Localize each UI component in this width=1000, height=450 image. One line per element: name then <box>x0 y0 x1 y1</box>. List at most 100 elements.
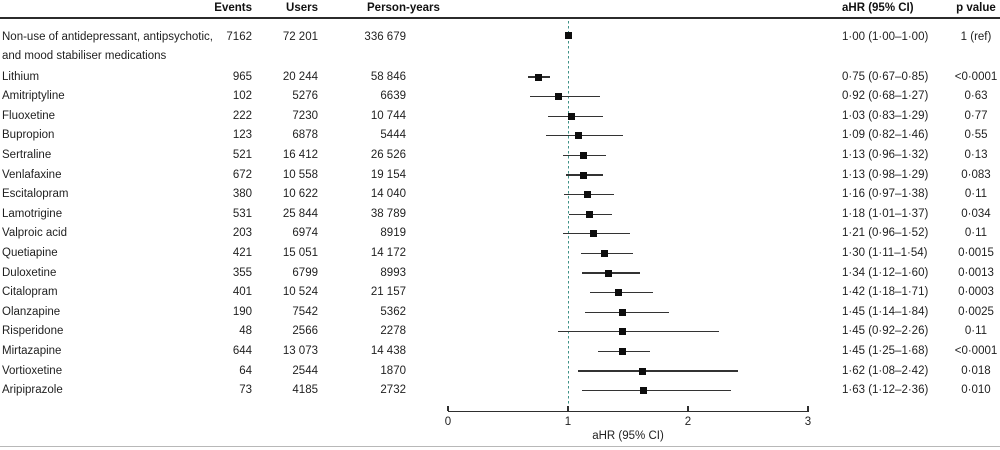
users-value: 72 201 <box>282 30 318 43</box>
person-years-value: 8993 <box>380 266 406 279</box>
p-value: 0·63 <box>964 90 988 103</box>
p-value: 0·11 <box>964 188 988 201</box>
users-value: 7230 <box>292 109 318 122</box>
drug-label: Amitriptyline <box>2 90 65 103</box>
ahr-ci-value: 1·63 (1·12–2·36) <box>842 384 929 397</box>
ahr-ci-value: 1·30 (1·11–1·54) <box>842 246 928 259</box>
users-value: 6974 <box>292 227 318 240</box>
column-header-users: Users <box>286 2 318 14</box>
events-value: 73 <box>239 384 252 397</box>
point-estimate-marker <box>600 249 608 257</box>
ahr-ci-value: 0·75 (0·67–0·85) <box>842 70 929 83</box>
drug-label: Lithium <box>2 70 40 83</box>
ci-line <box>563 233 631 235</box>
person-years-value: 6639 <box>380 90 406 103</box>
drug-label: Lamotrigine <box>2 207 63 220</box>
ahr-ci-value: 1·45 (1·25–1·68) <box>842 344 929 357</box>
point-estimate-marker <box>605 269 613 277</box>
point-estimate-marker <box>575 132 583 140</box>
drug-label: Valproic acid <box>2 227 67 240</box>
ci-line <box>558 331 720 333</box>
point-estimate-marker <box>618 328 626 336</box>
p-value: 0·11 <box>964 325 988 338</box>
x-axis-tick <box>567 405 569 411</box>
point-estimate-marker <box>638 367 646 375</box>
drug-label: Fluoxetine <box>2 109 56 122</box>
person-years-value: 58 846 <box>370 70 406 83</box>
ci-line <box>546 135 624 137</box>
x-axis-title: aHR (95% CI) <box>592 430 664 442</box>
point-estimate-marker <box>618 347 626 355</box>
ahr-ci-value: 1·00 (1·00–1·00) <box>842 30 929 43</box>
events-value: 102 <box>232 90 252 103</box>
drug-label: Aripiprazole <box>2 384 63 397</box>
person-years-value: 8919 <box>380 227 406 240</box>
p-value: 0·11 <box>964 227 988 240</box>
person-years-value: 38 789 <box>370 207 406 220</box>
users-value: 25 844 <box>282 207 318 220</box>
person-years-value: 21 157 <box>370 286 406 299</box>
events-value: 203 <box>232 227 252 240</box>
person-years-value: 10 744 <box>370 109 406 122</box>
events-value: 190 <box>232 305 252 318</box>
bottom-rule <box>0 446 1000 447</box>
users-value: 15 051 <box>282 246 318 259</box>
point-estimate-marker <box>614 289 622 297</box>
x-axis-tick <box>807 405 809 411</box>
users-value: 6878 <box>292 129 318 142</box>
column-header-p-value: p value <box>956 2 996 14</box>
column-header-person-years: Person-years <box>367 2 440 14</box>
person-years-value: 2732 <box>380 384 406 397</box>
drug-label: Sertraline <box>2 148 52 161</box>
ci-line <box>547 115 603 117</box>
point-estimate-marker <box>580 151 588 159</box>
p-value: 0·018 <box>961 364 991 377</box>
x-axis-tick-label: 0 <box>444 416 452 428</box>
users-value: 5276 <box>292 90 318 103</box>
events-value: 401 <box>232 286 252 299</box>
p-value: 0·0013 <box>958 266 994 279</box>
drug-label: Vortioxetine <box>2 364 63 377</box>
ci-line <box>582 389 732 392</box>
drug-label: Risperidone <box>2 325 64 338</box>
person-years-value: 1870 <box>380 364 406 377</box>
p-value: <0·0001 <box>954 70 998 83</box>
users-value: 7542 <box>292 305 318 318</box>
point-estimate-marker <box>568 112 576 120</box>
ahr-ci-value: 1·16 (0·97–1·38) <box>842 188 929 201</box>
users-value: 6799 <box>292 266 318 279</box>
users-value: 4185 <box>292 384 318 397</box>
p-value: 0·77 <box>964 109 988 122</box>
events-value: 531 <box>232 207 252 220</box>
users-value: 20 244 <box>282 70 318 83</box>
users-value: 10 622 <box>282 188 318 201</box>
events-value: 222 <box>232 109 252 122</box>
ci-line <box>584 311 669 313</box>
ahr-ci-value: 1·13 (0·96–1·32) <box>842 148 929 161</box>
ahr-ci-value: 1·42 (1·18–1·71) <box>842 286 929 299</box>
person-years-value: 2278 <box>380 325 406 338</box>
drug-label: Quetiapine <box>2 246 58 259</box>
column-header-ahr: aHR (95% CI) <box>842 2 914 14</box>
events-value: 64 <box>239 364 252 377</box>
person-years-value: 5362 <box>380 305 406 318</box>
point-estimate-marker <box>583 191 591 199</box>
point-estimate-marker <box>580 171 588 179</box>
users-value: 16 412 <box>282 148 318 161</box>
events-value: 421 <box>232 246 252 259</box>
events-value: 380 <box>232 188 252 201</box>
p-value: 0·0025 <box>958 305 994 318</box>
p-value: 0·010 <box>961 384 991 397</box>
events-value: 7162 <box>226 30 252 43</box>
person-years-value: 19 154 <box>370 168 406 181</box>
person-years-value: 14 438 <box>370 344 406 357</box>
users-value: 10 524 <box>282 286 318 299</box>
users-value: 10 558 <box>282 168 318 181</box>
reference-line <box>567 21 569 411</box>
drug-label: Escitalopram <box>2 188 69 201</box>
p-value: 0·083 <box>961 168 991 181</box>
person-years-value: 14 172 <box>370 246 406 259</box>
p-value: 0·0003 <box>958 286 994 299</box>
ci-line <box>577 370 739 372</box>
